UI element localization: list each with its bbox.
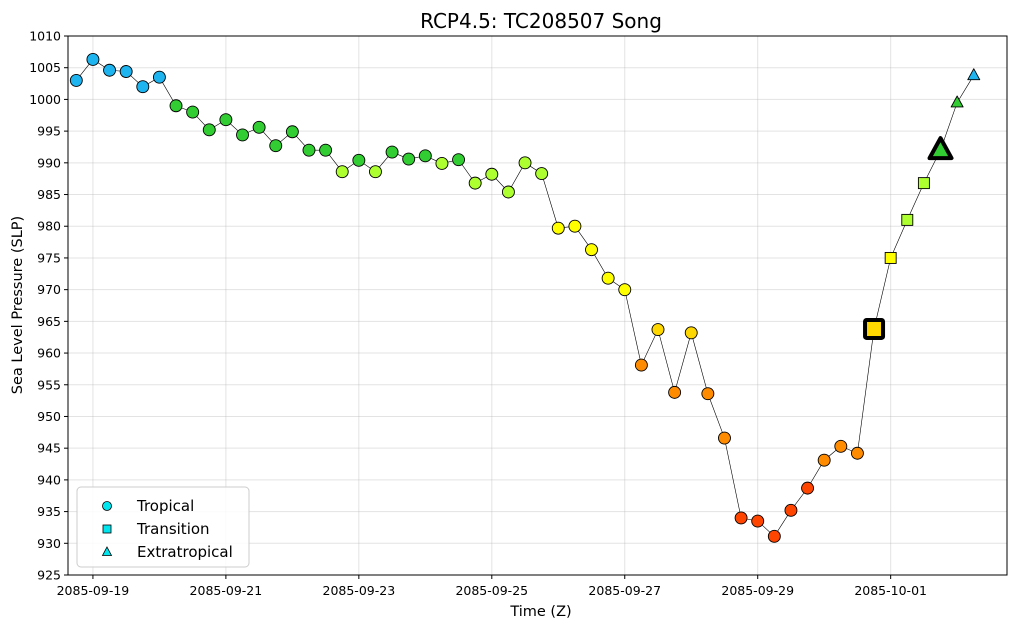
tropical-point <box>734 511 748 525</box>
x-tick-label: 2085-10-01 <box>854 583 927 598</box>
tropical-point <box>684 326 698 340</box>
tropical-point <box>335 165 349 179</box>
y-axis-ticks: 925 930 935 940 945 950 955 960 965 970 975 980 985 9… <box>29 29 68 583</box>
y-tick-label: 980 <box>37 219 61 234</box>
x-tick-label: 2085-09-25 <box>455 583 528 598</box>
y-tick-label: 945 <box>37 441 61 456</box>
x-tick-label: 2085-09-29 <box>721 583 794 598</box>
tropical-point <box>518 156 532 170</box>
transition-point-highlight <box>863 317 886 340</box>
tropical-point <box>751 514 765 528</box>
tropical-point <box>452 153 466 167</box>
tropical-point <box>850 446 864 460</box>
tropical-point <box>834 439 848 453</box>
x-tick-label: 2085-09-23 <box>323 583 396 598</box>
tropical-point <box>385 145 399 159</box>
x-tick-label: 2085-09-19 <box>57 583 130 598</box>
tropical-point <box>103 63 116 77</box>
tropical-point <box>302 143 316 157</box>
tropical-point <box>285 125 299 139</box>
y-tick-label: 955 <box>37 377 61 392</box>
data-markers <box>69 53 981 543</box>
tropical-point <box>701 387 715 401</box>
x-axis-ticks: 2085-09-19 2085-09-21 2085-09-23 2085-09-25… <box>57 575 927 598</box>
legend: Tropical Transition Extratropical <box>76 486 250 568</box>
y-tick-label: 1010 <box>29 29 61 44</box>
y-tick-label: 990 <box>37 155 61 170</box>
extratropical-point <box>950 95 964 108</box>
tropical-point <box>551 221 565 235</box>
tropical-point <box>585 243 598 257</box>
tropical-point <box>651 323 665 337</box>
legend-marker-tropical <box>102 501 112 511</box>
tropical-point <box>119 65 133 78</box>
tropical-point <box>86 53 100 66</box>
tropical-point <box>501 185 515 199</box>
tropical-point <box>801 481 815 495</box>
y-tick-label: 975 <box>37 250 61 265</box>
x-tick-label: 2085-09-21 <box>190 583 263 598</box>
tropical-point <box>69 73 83 87</box>
tropical-point <box>219 113 233 127</box>
tropical-point <box>784 503 798 517</box>
x-tick-label: 2085-09-27 <box>588 583 661 598</box>
tropical-point <box>202 123 216 137</box>
y-tick-label: 970 <box>37 282 61 297</box>
tropical-point <box>767 529 781 543</box>
y-tick-label: 935 <box>37 504 61 519</box>
x-axis-label: Time (Z) <box>509 604 571 620</box>
legend-box <box>76 486 250 568</box>
y-tick-label: 960 <box>37 346 61 361</box>
legend-label: Tropical <box>136 497 194 515</box>
tropical-point <box>468 176 482 190</box>
transition-point <box>884 251 897 264</box>
y-tick-label: 940 <box>37 472 61 487</box>
legend-item: Transition <box>102 520 210 538</box>
tropical-point <box>152 70 166 84</box>
tropical-point <box>169 99 183 113</box>
tropical-point <box>485 167 499 181</box>
tropical-point <box>369 165 382 179</box>
y-tick-label: 995 <box>37 124 61 139</box>
y-tick-label: 930 <box>37 536 61 551</box>
plot-frame <box>67 35 1008 576</box>
y-axis-label: Sea Level Pressure (SLP) <box>10 216 26 394</box>
y-tick-label: 1000 <box>29 92 61 107</box>
tropical-point <box>418 149 432 163</box>
extratropical-point-highlight <box>927 136 954 161</box>
y-tick-label: 925 <box>37 568 61 583</box>
transition-point <box>901 213 914 226</box>
tropical-point <box>535 167 549 181</box>
tropical-point <box>269 139 283 153</box>
legend-label: Transition <box>136 520 210 538</box>
tropical-point <box>236 128 249 142</box>
tropical-point <box>352 153 366 167</box>
transition-point <box>917 177 930 190</box>
chart-title: RCP4.5: TC208507 Song <box>420 9 662 33</box>
tropical-point <box>718 431 731 445</box>
y-tick-label: 1005 <box>29 60 61 75</box>
tropical-point <box>817 453 831 467</box>
tropical-point <box>668 385 682 399</box>
y-tick-label: 965 <box>37 314 61 329</box>
tropical-point <box>435 157 449 170</box>
tropical-point <box>601 271 615 285</box>
legend-item: Tropical <box>102 497 194 515</box>
tropical-point <box>319 143 333 157</box>
tropical-point <box>252 120 266 134</box>
extratropical-point <box>967 68 981 81</box>
legend-item: Extratropical <box>101 543 233 561</box>
legend-marker-transition <box>102 524 112 534</box>
tropical-point <box>618 283 632 297</box>
y-tick-label: 950 <box>37 409 61 424</box>
legend-label: Extratropical <box>137 543 233 561</box>
tropical-point <box>634 358 648 372</box>
tropical-point <box>402 152 416 166</box>
tropical-point <box>568 219 582 233</box>
y-tick-label: 985 <box>37 187 61 202</box>
tropical-point <box>136 80 150 94</box>
tropical-point <box>186 105 200 119</box>
legend-marker-extratropical <box>101 546 113 556</box>
